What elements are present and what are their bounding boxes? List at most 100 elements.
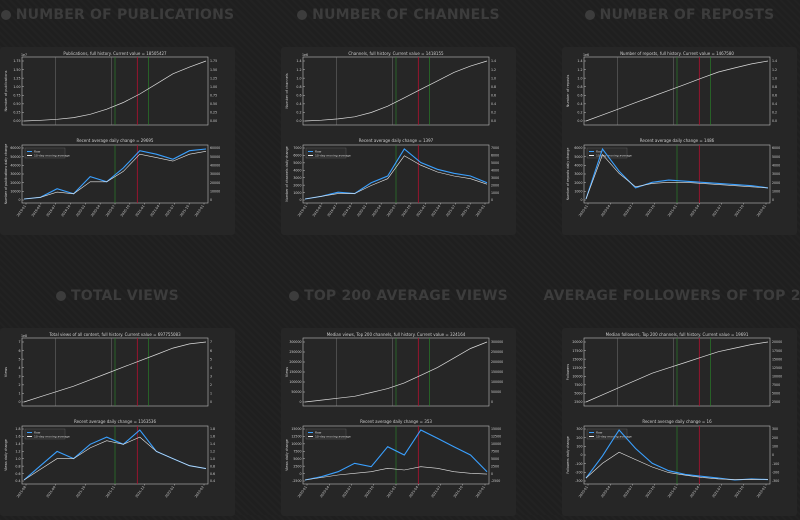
- y-axis-label: Views daily change: [4, 439, 8, 471]
- panel-title: AVERAGE FOLLOWERS OF TOP 200: [543, 281, 800, 311]
- y-tick-label: 15000: [572, 357, 582, 361]
- axis-exponent: 1e6: [583, 53, 589, 57]
- y-tick-label-right: 10000: [491, 442, 501, 446]
- x-tick-label: 2021-01: [667, 204, 678, 217]
- y-tick-label: 0: [18, 400, 20, 404]
- y-tick-label: -100: [575, 462, 582, 466]
- y-tick-label-right: 50000: [491, 390, 501, 394]
- x-tick-label: 2020-07: [105, 204, 116, 217]
- x-tick-label: 2020-04: [319, 485, 330, 498]
- x-tick-label: 2020-01: [578, 204, 589, 217]
- series-raw: [23, 148, 207, 200]
- series-line: [585, 60, 769, 122]
- y-tick-label: 0.4: [577, 102, 582, 106]
- y-tick-label: 15000: [291, 427, 301, 431]
- y-tick-label: 0.8: [296, 85, 301, 89]
- bullet-icon: [584, 10, 595, 20]
- y-axis-label: Followers: [566, 364, 570, 381]
- y-tick-label: 1.6: [15, 435, 20, 439]
- y-tick-label: 0: [580, 198, 582, 202]
- x-tick-label: 2020-01: [75, 204, 86, 217]
- legend-label: 10-day moving average: [34, 154, 70, 158]
- panel-title: NUMBER OF CHANNELS: [281, 0, 516, 30]
- y-tick-label-right: 0.8: [772, 85, 777, 89]
- y-tick-label: 250000: [289, 350, 301, 354]
- y-axis-label: Number of channels daily change: [285, 146, 289, 201]
- y-tick-label: 50000: [291, 390, 301, 394]
- chart-title: Number of reposts, full history. Current…: [620, 51, 734, 56]
- y-tick-label: 3000: [293, 176, 301, 180]
- y-tick-label: 7: [18, 340, 20, 344]
- y-axis-label: Number of publications daily change: [4, 144, 8, 205]
- y-tick-label: 20000: [10, 181, 20, 185]
- y-tick-label-right: -100: [772, 462, 779, 466]
- y-tick-label: 6000: [293, 154, 301, 158]
- y-tick-label: 0.6: [577, 93, 582, 97]
- y-tick-label: 2500: [293, 464, 301, 468]
- chart-title: Recent average daily change = 353: [360, 419, 432, 424]
- series-avg: [585, 451, 769, 480]
- y-tick-label-right: 2500: [491, 464, 499, 468]
- panel-title: TOTAL VIEWS: [0, 281, 235, 311]
- x-tick-label: 2021-09: [46, 485, 57, 498]
- y-tick-label: 1.0: [296, 76, 301, 80]
- chart-card: Median views, Top 200 channels, full his…: [281, 328, 516, 516]
- y-tick-label-right: 1.25: [210, 76, 217, 80]
- axis-exponent: 1e6: [302, 53, 308, 57]
- legend-label: Raw: [315, 431, 322, 435]
- y-tick-label-right: 1000: [772, 190, 780, 194]
- series-line: [23, 341, 207, 403]
- x-tick-label: 2019-07: [46, 204, 57, 217]
- y-tick-label-right: 1.2: [772, 68, 777, 72]
- y-tick-label-right: 0: [491, 400, 493, 404]
- y-tick-label: 0.75: [13, 93, 20, 97]
- y-tick-label: 40000: [10, 164, 20, 168]
- x-tick-label: 2020-07: [386, 204, 397, 217]
- y-tick-label-right: 10000: [772, 374, 782, 378]
- series-line: [304, 60, 488, 122]
- y-tick-label-right: 7500: [491, 449, 499, 453]
- y-tick-label: 0.4: [296, 102, 301, 106]
- y-tick-label-right: 15000: [772, 357, 782, 361]
- y-tick-label-right: 1.8: [210, 427, 215, 431]
- y-tick-label: 10000: [10, 190, 20, 194]
- y-tick-label: 5000: [293, 457, 301, 461]
- y-tick-label-right: 7: [210, 340, 212, 344]
- x-tick-label: 2020-07: [341, 485, 352, 498]
- y-tick-label-right: 1.50: [210, 68, 217, 72]
- y-tick-label-right: 0.6: [491, 93, 496, 97]
- y-tick-label-right: 0: [491, 472, 493, 476]
- y-tick-label-right: 1.2: [491, 68, 496, 72]
- panel-title: NUMBER OF PUBLICATIONS: [0, 0, 235, 30]
- y-tick-label-right: 200: [772, 436, 778, 440]
- y-tick-label-right: 1.4: [491, 59, 496, 63]
- chart-title: Median followers, Top 200 channels, full…: [606, 332, 749, 337]
- x-tick-label: 2020-07: [622, 485, 633, 498]
- y-tick-label: 0.0: [577, 119, 582, 123]
- x-tick-label: 2021-07: [711, 485, 722, 498]
- y-tick-label-right: 1000: [491, 191, 499, 195]
- series-avg: [585, 154, 769, 200]
- y-tick-label-right: 7500: [772, 383, 780, 387]
- chart-title: Recent average daily change = 29695: [77, 138, 154, 143]
- y-tick-label: 50000: [10, 155, 20, 159]
- x-tick-label: 2022-01: [194, 204, 205, 217]
- y-tick-label-right: 4: [210, 366, 212, 370]
- y-tick-label: 2000: [293, 183, 301, 187]
- x-tick-label: 2022-01: [164, 485, 175, 498]
- y-tick-label: 4000: [574, 164, 582, 168]
- y-tick-label-right: 0.6: [772, 93, 777, 97]
- legend-box: [586, 428, 628, 440]
- y-tick-label: 7000: [293, 146, 301, 150]
- y-tick-label-right: 200000: [491, 360, 503, 364]
- y-tick-label: 2000: [574, 181, 582, 185]
- y-tick-label-right: 30000: [210, 172, 220, 176]
- y-tick-label-right: 0.4: [491, 102, 496, 106]
- x-tick-label: 2020-04: [371, 204, 382, 217]
- y-tick-label: 1.25: [13, 76, 20, 80]
- bullet-icon: [56, 291, 67, 301]
- series-line: [23, 60, 207, 122]
- y-tick-label-right: 5000: [491, 161, 499, 165]
- x-tick-label: 2022-01: [475, 485, 486, 498]
- chart-svg: Channels, full history. Current value = …: [285, 51, 499, 217]
